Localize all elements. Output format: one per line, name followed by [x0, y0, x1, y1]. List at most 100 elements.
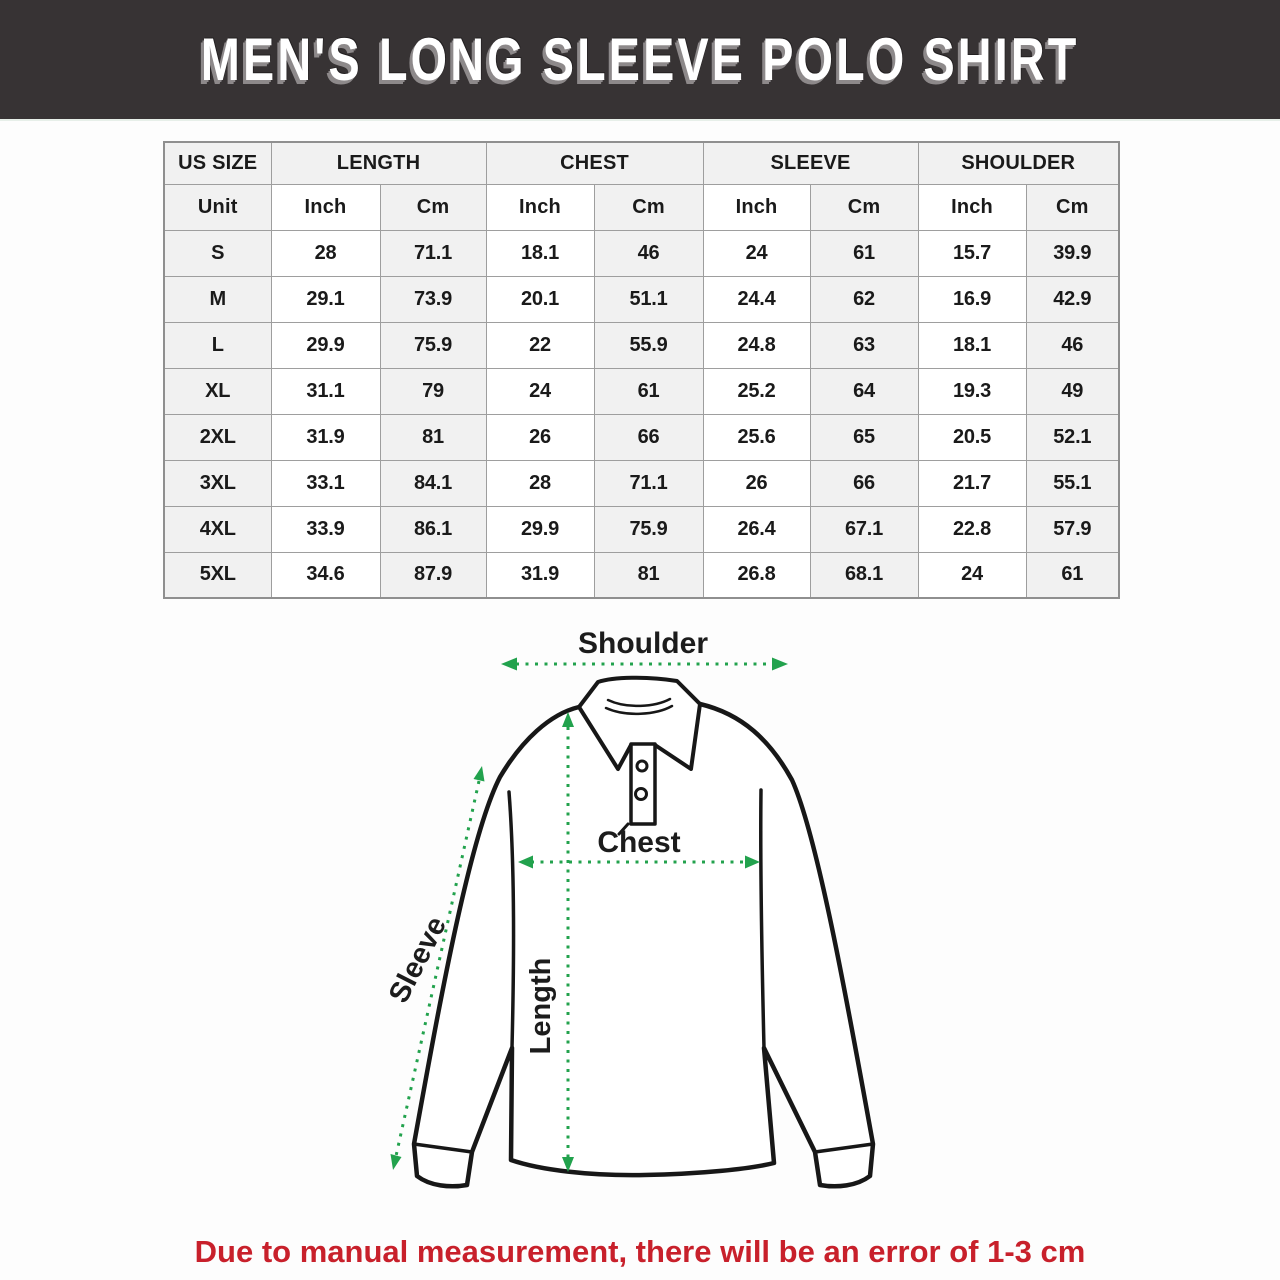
value-cell: 65	[809, 413, 919, 461]
value-cell: 15.7	[917, 229, 1027, 277]
table-row-xl: XL 31.1 79 24 61 25.2 64 19.3 49	[163, 367, 1120, 415]
torso-seam-right	[758, 788, 766, 1050]
value-cell: 25.6	[702, 413, 811, 461]
size-cell: XL	[163, 367, 272, 415]
cuff-line-left	[412, 1142, 474, 1154]
value-cell: 20.5	[917, 413, 1027, 461]
value-cell: 26	[702, 459, 811, 507]
value-cell: 55.1	[1025, 459, 1120, 507]
value-cell: 19.3	[917, 367, 1027, 415]
col-header-chest: CHEST	[485, 141, 704, 185]
page-title: MEN'S LONG SLEEVE POLO SHIRT	[200, 26, 1080, 93]
value-cell: 81	[593, 551, 704, 599]
shoulder-label: Shoulder	[578, 627, 708, 660]
unit-cm: Cm	[1025, 183, 1120, 231]
value-cell: 67.1	[809, 505, 919, 553]
value-cell: 62	[809, 275, 919, 323]
value-cell: 71.1	[593, 459, 704, 507]
value-cell: 57.9	[1025, 505, 1120, 553]
value-cell: 22	[485, 321, 595, 369]
value-cell: 33.9	[270, 505, 381, 553]
table-row-s: S 28 71.1 18.1 46 24 61 15.7 39.9	[163, 229, 1120, 277]
neck-seam	[606, 697, 672, 708]
measurement-disclaimer: Due to manual measurement, there will be…	[194, 1234, 1086, 1269]
value-cell: 18.1	[485, 229, 595, 277]
header-bar: MEN'S LONG SLEEVE POLO SHIRT	[0, 0, 1280, 121]
table-row-4xl: 4XL 33.9 86.1 29.9 75.9 26.4 67.1 22.8 5…	[163, 505, 1120, 553]
cuff-line-right	[813, 1142, 875, 1154]
value-cell: 29.9	[485, 505, 595, 553]
value-cell: 86.1	[379, 505, 487, 553]
size-table: US SIZE LENGTH CHEST SLEEVE SHOULDER Uni…	[163, 141, 1121, 599]
value-cell: 71.1	[379, 229, 487, 277]
value-cell: 46	[1025, 321, 1120, 369]
value-cell: 46	[593, 229, 704, 277]
value-cell: 39.9	[1025, 229, 1120, 277]
button	[634, 787, 648, 801]
value-cell: 34.6	[270, 551, 381, 599]
button	[635, 759, 649, 773]
col-header-length: LENGTH	[270, 141, 487, 185]
value-cell: 26	[485, 413, 595, 461]
chest-arrow	[518, 855, 760, 869]
table-unit-row: Unit Inch Cm Inch Cm Inch Cm Inch Cm	[163, 183, 1120, 231]
placket-pleat	[617, 822, 630, 836]
table-row-2xl: 2XL 31.9 81 26 66 25.6 65 20.5 52.1	[163, 413, 1120, 461]
value-cell: 61	[809, 229, 919, 277]
value-cell: 61	[593, 367, 704, 415]
value-cell: 66	[809, 459, 919, 507]
col-header-us-size: US SIZE	[163, 141, 272, 185]
shoulder-arrow	[501, 657, 788, 671]
col-header-shoulder: SHOULDER	[917, 141, 1120, 185]
table-row-l: L 29.9 75.9 22 55.9 24.8 63 18.1 46	[163, 321, 1120, 369]
neck-seam	[604, 704, 674, 716]
value-cell: 31.1	[270, 367, 381, 415]
value-cell: 22.8	[917, 505, 1027, 553]
unit-inch: Inch	[917, 183, 1027, 231]
value-cell: 49	[1025, 367, 1120, 415]
value-cell: 29.9	[270, 321, 381, 369]
table-row-3xl: 3XL 33.1 84.1 28 71.1 26 66 21.7 55.1	[163, 459, 1120, 507]
value-cell: 29.1	[270, 275, 381, 323]
value-cell: 31.9	[270, 413, 381, 461]
unit-inch: Inch	[270, 183, 381, 231]
value-cell: 52.1	[1025, 413, 1120, 461]
table-row-5xl: 5XL 34.6 87.9 31.9 81 26.8 68.1 24 61	[163, 551, 1120, 599]
value-cell: 81	[379, 413, 487, 461]
torso-seam-left	[507, 790, 516, 1050]
value-cell: 75.9	[593, 505, 704, 553]
value-cell: 24.4	[702, 275, 811, 323]
value-cell: 31.9	[485, 551, 595, 599]
unit-inch: Inch	[702, 183, 811, 231]
value-cell: 75.9	[379, 321, 487, 369]
col-header-sleeve: SLEEVE	[702, 141, 919, 185]
value-cell: 73.9	[379, 275, 487, 323]
value-cell: 28	[485, 459, 595, 507]
length-label: Length	[525, 958, 557, 1055]
value-cell: 26.8	[702, 551, 811, 599]
value-cell: 24	[485, 367, 595, 415]
size-cell: M	[163, 275, 272, 323]
placket	[629, 742, 657, 826]
unit-inch: Inch	[485, 183, 595, 231]
table-row-m: M 29.1 73.9 20.1 51.1 24.4 62 16.9 42.9	[163, 275, 1120, 323]
value-cell: 28	[270, 229, 381, 277]
size-cell: 5XL	[163, 551, 272, 599]
value-cell: 64	[809, 367, 919, 415]
sleeve-arrow	[390, 766, 485, 1170]
size-cell: 4XL	[163, 505, 272, 553]
value-cell: 21.7	[917, 459, 1027, 507]
size-cell: 3XL	[163, 459, 272, 507]
value-cell: 24	[917, 551, 1027, 599]
value-cell: 63	[809, 321, 919, 369]
value-cell: 25.2	[702, 367, 811, 415]
value-cell: 33.1	[270, 459, 381, 507]
shirt-measurement-diagram: Shoulder Chest Sleeve Length	[383, 627, 876, 1189]
value-cell: 42.9	[1025, 275, 1120, 323]
value-cell: 87.9	[379, 551, 487, 599]
unit-header: Unit	[163, 183, 272, 231]
value-cell: 55.9	[593, 321, 704, 369]
value-cell: 68.1	[809, 551, 919, 599]
value-cell: 18.1	[917, 321, 1027, 369]
